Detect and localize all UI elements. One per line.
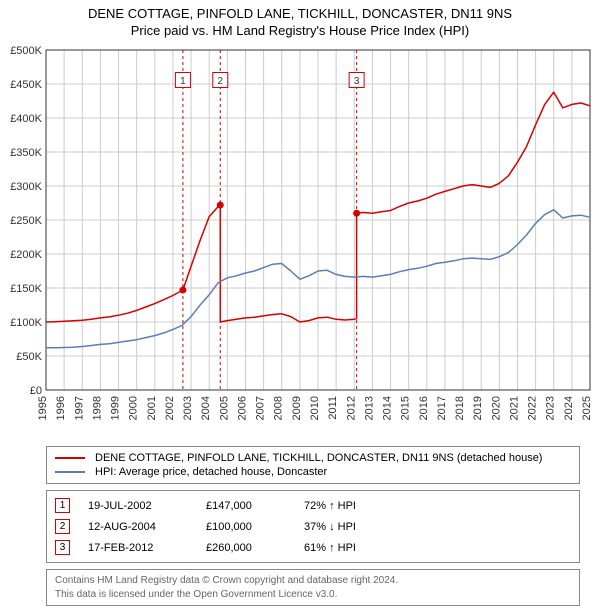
svg-text:1: 1 bbox=[180, 76, 186, 87]
sale-date: 17-FEB-2012 bbox=[88, 542, 188, 554]
sale-price: £147,000 bbox=[206, 500, 286, 512]
svg-text:£350K: £350K bbox=[10, 147, 42, 159]
svg-text:1998: 1998 bbox=[91, 396, 103, 420]
svg-text:2004: 2004 bbox=[200, 396, 212, 420]
svg-text:2017: 2017 bbox=[436, 396, 448, 420]
legend-row: DENE COTTAGE, PINFOLD LANE, TICKHILL, DO… bbox=[55, 451, 571, 465]
sale-price: £260,000 bbox=[206, 542, 286, 554]
sale-row: 2 12-AUG-2004 £100,000 37% ↓ HPI bbox=[55, 516, 571, 537]
sale-badge: 1 bbox=[55, 498, 70, 513]
svg-text:2008: 2008 bbox=[273, 396, 285, 420]
svg-text:2000: 2000 bbox=[128, 396, 140, 420]
svg-text:£0: £0 bbox=[30, 385, 42, 397]
legend-swatch bbox=[55, 471, 85, 473]
svg-text:2003: 2003 bbox=[182, 396, 194, 420]
svg-text:2013: 2013 bbox=[363, 396, 375, 420]
legend-swatch bbox=[55, 457, 85, 459]
svg-text:1997: 1997 bbox=[73, 396, 85, 420]
svg-text:2018: 2018 bbox=[454, 396, 466, 420]
svg-text:2010: 2010 bbox=[309, 396, 321, 420]
legend-label: DENE COTTAGE, PINFOLD LANE, TICKHILL, DO… bbox=[95, 452, 542, 464]
svg-text:2022: 2022 bbox=[527, 396, 539, 420]
attribution: Contains HM Land Registry data © Crown c… bbox=[46, 569, 580, 606]
svg-text:1995: 1995 bbox=[37, 396, 49, 420]
svg-text:£450K: £450K bbox=[10, 79, 42, 91]
legend-label: HPI: Average price, detached house, Donc… bbox=[95, 466, 327, 478]
svg-text:2001: 2001 bbox=[146, 396, 158, 420]
sale-pct: 72% ↑ HPI bbox=[304, 500, 414, 512]
svg-text:2020: 2020 bbox=[490, 396, 502, 420]
sale-row: 1 19-JUL-2002 £147,000 72% ↑ HPI bbox=[55, 495, 571, 516]
svg-text:£100K: £100K bbox=[10, 317, 42, 329]
svg-text:£150K: £150K bbox=[10, 283, 42, 295]
svg-text:2007: 2007 bbox=[255, 396, 267, 420]
chart-title-address: DENE COTTAGE, PINFOLD LANE, TICKHILL, DO… bbox=[10, 6, 590, 21]
sale-row: 3 17-FEB-2012 £260,000 61% ↑ HPI bbox=[55, 537, 571, 558]
svg-text:3: 3 bbox=[354, 76, 360, 87]
svg-text:1996: 1996 bbox=[55, 396, 67, 420]
svg-text:2: 2 bbox=[217, 76, 223, 87]
sale-date: 19-JUL-2002 bbox=[88, 500, 188, 512]
chart-title-sub: Price paid vs. HM Land Registry's House … bbox=[10, 23, 590, 38]
svg-text:2002: 2002 bbox=[164, 396, 176, 420]
sales-table: 1 19-JUL-2002 £147,000 72% ↑ HPI 2 12-AUG-200… bbox=[46, 490, 580, 563]
svg-text:2021: 2021 bbox=[508, 396, 520, 420]
sale-date: 12-AUG-2004 bbox=[88, 521, 188, 533]
svg-text:2019: 2019 bbox=[472, 396, 484, 420]
svg-text:2006: 2006 bbox=[236, 396, 248, 420]
svg-text:£500K: £500K bbox=[10, 45, 42, 57]
svg-text:£300K: £300K bbox=[10, 181, 42, 193]
svg-text:£50K: £50K bbox=[16, 351, 42, 363]
legend-row: HPI: Average price, detached house, Donc… bbox=[55, 465, 571, 479]
attribution-line1: Contains HM Land Registry data © Crown c… bbox=[55, 574, 571, 588]
svg-text:2016: 2016 bbox=[418, 396, 430, 420]
svg-text:1999: 1999 bbox=[110, 396, 122, 420]
svg-text:2024: 2024 bbox=[563, 396, 575, 420]
sale-pct: 37% ↓ HPI bbox=[304, 521, 414, 533]
svg-text:2025: 2025 bbox=[581, 396, 593, 420]
svg-text:2009: 2009 bbox=[291, 396, 303, 420]
svg-text:2012: 2012 bbox=[345, 396, 357, 420]
sale-pct: 61% ↑ HPI bbox=[304, 542, 414, 554]
svg-text:2014: 2014 bbox=[382, 396, 394, 420]
price-chart: £0 £50K £100K £150K £200K £250K £300K £350K £400… bbox=[0, 40, 600, 440]
svg-text:£200K: £200K bbox=[10, 249, 42, 261]
legend: DENE COTTAGE, PINFOLD LANE, TICKHILL, DO… bbox=[46, 446, 580, 484]
sale-badge: 3 bbox=[55, 540, 70, 555]
svg-text:£250K: £250K bbox=[10, 215, 42, 227]
svg-text:£400K: £400K bbox=[10, 113, 42, 125]
svg-text:2011: 2011 bbox=[327, 396, 339, 420]
svg-text:2015: 2015 bbox=[400, 396, 412, 420]
svg-text:2005: 2005 bbox=[218, 396, 230, 420]
sale-badge: 2 bbox=[55, 519, 70, 534]
svg-text:2023: 2023 bbox=[545, 396, 557, 420]
sale-price: £100,000 bbox=[206, 521, 286, 533]
chart-svg: £0 £50K £100K £150K £200K £250K £300K £350K £400… bbox=[0, 40, 600, 440]
